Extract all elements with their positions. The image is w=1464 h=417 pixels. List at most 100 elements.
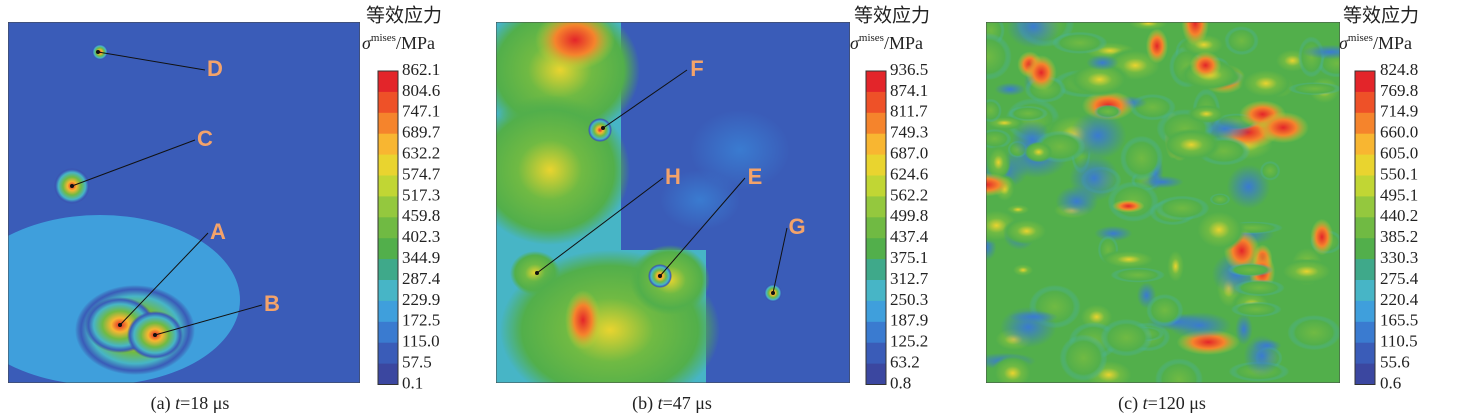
stress-zone (1238, 67, 1294, 100)
leader-line (154, 304, 263, 336)
leader-line (772, 227, 788, 294)
stress-zone (1165, 247, 1186, 286)
colorbar-tick-label: 375.1 (890, 248, 928, 267)
colorbar-tick-label: 115.0 (402, 332, 440, 351)
stress-zone (1189, 51, 1222, 80)
leader-line (536, 177, 664, 274)
stress-zone (1277, 257, 1337, 285)
colorbar-bin (1355, 154, 1375, 176)
colorbar-bin (866, 91, 886, 114)
colorbar-tick-label: 440.2 (1380, 206, 1418, 225)
stress-zone (1161, 128, 1221, 162)
stress-zone (1068, 62, 1131, 97)
colorbar-bin (1355, 280, 1375, 302)
marker-label: E (748, 164, 763, 189)
stress-zone (1227, 263, 1274, 277)
colorbar-bin (866, 342, 886, 365)
stress-zone (1099, 249, 1159, 270)
colorbar-bin (378, 280, 398, 302)
stress-zone (1209, 193, 1231, 206)
contour-plot (8, 22, 360, 383)
colorbar-bin (378, 300, 398, 323)
stress-zone (986, 144, 1012, 181)
colorbar-title: 等效应力 (1343, 4, 1419, 26)
colorbar-tick-label: 605.0 (1380, 144, 1418, 163)
stress-zone (1301, 44, 1340, 60)
colorbar-tick-label: 574.7 (402, 164, 441, 183)
colorbar-tick-label: 495.1 (1380, 185, 1418, 204)
stress-zone (1288, 82, 1340, 96)
marker-label: A (210, 219, 226, 244)
colorbar-unit: σmises/MPa (1339, 32, 1412, 54)
stress-zone (1140, 175, 1184, 189)
caption-part: t (658, 393, 664, 413)
unit-part: mises (371, 32, 396, 44)
marker-point (601, 126, 605, 130)
leader-line (97, 51, 206, 71)
colorbar-tick-label: 624.6 (890, 164, 928, 183)
colorbar-tick-label: 110.5 (1380, 332, 1418, 351)
colorbar-bin (378, 363, 398, 385)
colorbar-bin (378, 342, 398, 365)
colorbar-tick-label: 165.5 (1380, 311, 1418, 330)
colorbar-tick-label: 187.9 (890, 311, 928, 330)
stress-zone (565, 290, 601, 350)
colorbar-tick-label: 550.1 (1380, 164, 1418, 183)
stress-zone (1124, 22, 1172, 32)
colorbar-bin (1355, 342, 1375, 365)
unit-part: mises (859, 32, 884, 44)
caption-part: (b) (632, 393, 658, 414)
leader-line (659, 177, 746, 277)
colorbar-bin (866, 154, 886, 176)
colorbar-bin (1355, 217, 1375, 239)
stress-zone (496, 95, 630, 245)
stress-zone (1145, 28, 1169, 64)
marker-label: F (690, 56, 703, 81)
stress-zone (1287, 315, 1340, 351)
stress-zone (1192, 207, 1246, 253)
colorbar-tick-label: 63.2 (890, 353, 920, 372)
colorbar-tick-label: 459.8 (402, 206, 440, 225)
colorbar-tick-label: 689.7 (402, 123, 441, 142)
colorbar-tick-label: 125.2 (890, 332, 928, 351)
stress-zone (1110, 267, 1165, 283)
unit-part: σ (1339, 33, 1349, 53)
caption-part: =18 μs (180, 393, 229, 413)
caption-part: (a) (151, 393, 175, 414)
stress-zone (1100, 318, 1153, 357)
colorbar-tick-label: 402.3 (402, 227, 440, 246)
stress-zone (986, 33, 1012, 81)
colorbar-bin (1355, 133, 1375, 156)
colorbar-tick-label: 769.8 (1380, 81, 1418, 100)
marker-label: G (788, 214, 805, 239)
contour-plot (496, 22, 850, 383)
colorbar-tick-label: 172.5 (402, 311, 440, 330)
stress-zone (1155, 358, 1203, 383)
colorbar-frame (1354, 70, 1376, 385)
colorbar-tick-label: 287.4 (402, 269, 441, 288)
stress-zone (1226, 164, 1271, 209)
colorbar-tick-label: 0.8 (890, 373, 911, 392)
stress-zone (588, 118, 612, 142)
colorbar-tick-label: 499.8 (890, 206, 928, 225)
stress-zone (1008, 310, 1059, 323)
stress-zone (986, 172, 1013, 197)
colorbar-tick-label: 804.6 (402, 81, 440, 100)
colorbar-tick-label: 874.1 (890, 81, 928, 100)
unit-part: σ (362, 33, 372, 53)
stress-zone (1010, 262, 1036, 278)
colorbar-tick-label: 749.3 (890, 123, 928, 142)
colorbar-tick-label: 0.1 (402, 373, 423, 392)
colorbar-title: 等效应力 (366, 4, 442, 26)
colorbar-unit: σmises/MPa (362, 32, 435, 54)
colorbar-bin (378, 196, 398, 218)
colorbar-bin (1355, 175, 1375, 197)
unit-part: /MPa (1373, 33, 1412, 53)
caption-part: t (1143, 393, 1149, 413)
colorbar-bin (378, 91, 398, 114)
colorbar-tick-label: 385.2 (1380, 227, 1418, 246)
caption-part: (c) (1118, 393, 1142, 414)
colorbar-bin (866, 300, 886, 323)
colorbar-tick-label: 229.9 (402, 290, 440, 309)
